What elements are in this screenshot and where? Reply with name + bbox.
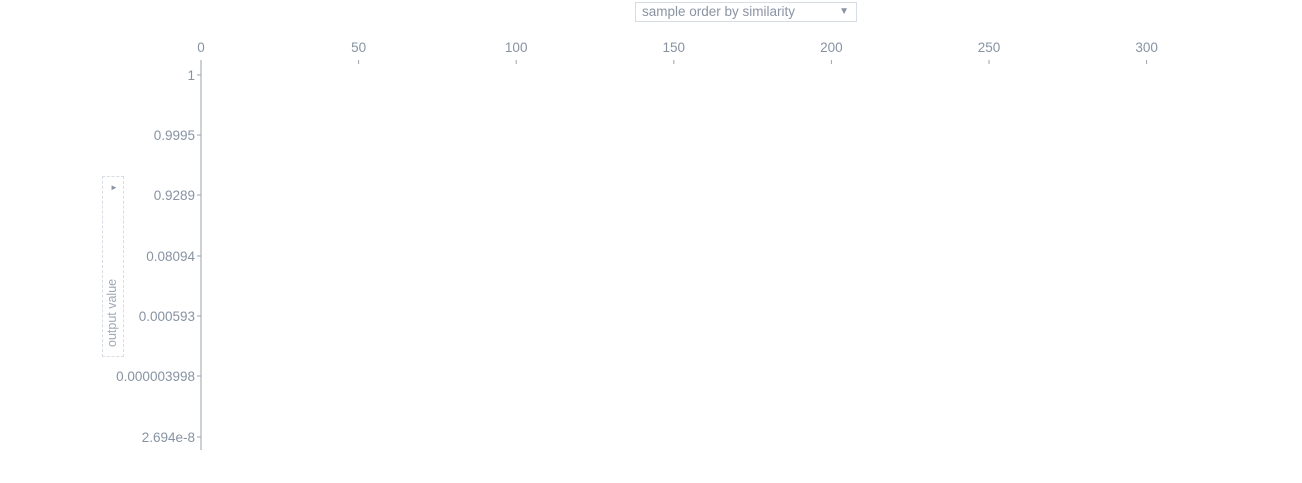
chevron-right-icon: ► bbox=[110, 183, 118, 192]
x-tick-label: 250 bbox=[978, 40, 1001, 55]
sample-order-select-value: sample order by similarity bbox=[642, 4, 796, 19]
feature-labels: Capital Gain Capital Gain Capital Gain bbox=[484, 154, 1236, 196]
x-tick-label: 50 bbox=[351, 40, 366, 55]
y-tick-label: 2.694e-8 bbox=[142, 430, 195, 445]
y-tick-label: 0.000593 bbox=[139, 309, 195, 324]
x-tick-label: 0 bbox=[197, 40, 205, 55]
y-tick-label: 0.000003998 bbox=[116, 369, 195, 384]
x-tick-label: 100 bbox=[505, 40, 528, 55]
x-tick-label: 300 bbox=[1135, 40, 1158, 55]
sample-order-select[interactable]: sample order by similarity ▼ bbox=[635, 2, 857, 22]
output-value-label: output value bbox=[105, 278, 119, 347]
feature-label-capital-gain: Capital Gain bbox=[1159, 154, 1236, 170]
y-tick-label: 0.08094 bbox=[146, 249, 195, 264]
x-tick-label: 150 bbox=[663, 40, 686, 55]
output-value-select[interactable]: ► output value bbox=[102, 176, 124, 357]
y-tick-label: 0.9995 bbox=[154, 128, 195, 143]
chevron-down-icon: ▼ bbox=[839, 6, 849, 17]
y-tick-label: 0.9289 bbox=[154, 188, 195, 203]
feature-label-capital-gain: Capital Gain bbox=[790, 180, 867, 196]
feature-label-capital-gain: Capital Gain bbox=[484, 177, 561, 193]
y-axis: 1 0.9995 0.9289 0.08094 0.000593 0.000003998 2… bbox=[116, 62, 202, 450]
y-tick-label: 1 bbox=[187, 68, 195, 83]
x-axis: 0 50 100 150 200 250 300 bbox=[197, 40, 1158, 64]
x-tick-label: 200 bbox=[820, 40, 843, 55]
